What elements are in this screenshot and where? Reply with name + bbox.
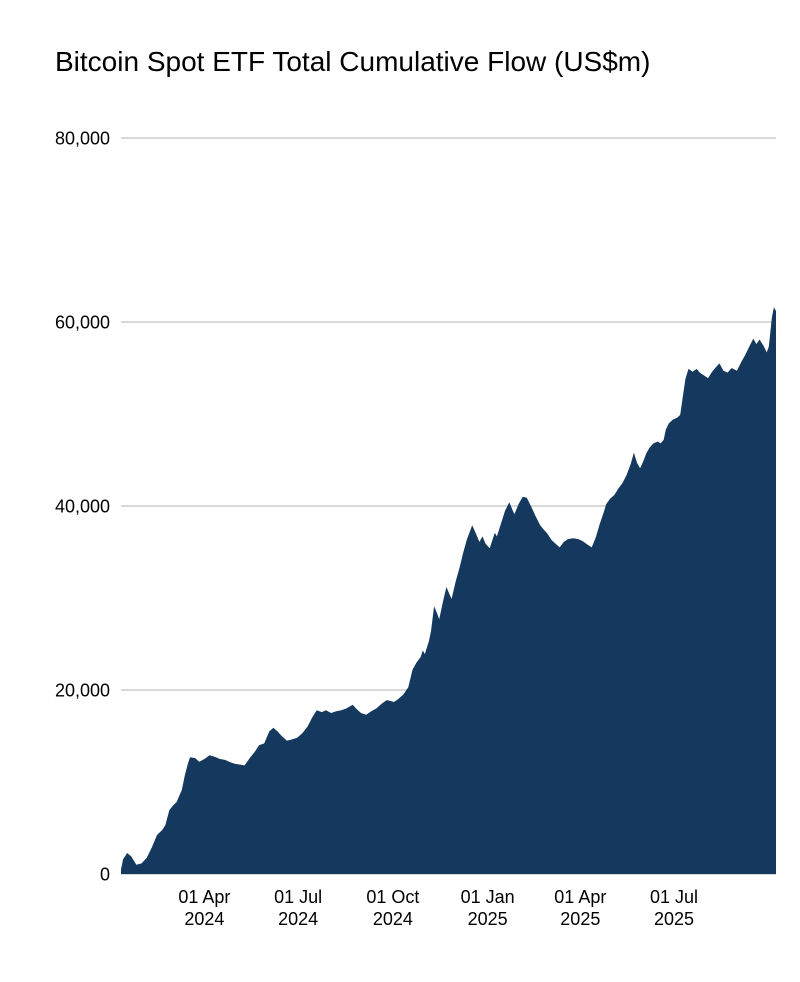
y-axis-labels: 80,000 60,000 40,000 20,000 0 [55, 129, 110, 885]
y-axis-tick-label: 40,000 [55, 497, 110, 517]
x-axis-tick-label: 01 Apr 2025 [554, 887, 606, 929]
x-axis-tick-label: 01 Jul 2024 [274, 887, 322, 929]
y-axis-tick-label: 60,000 [55, 313, 110, 333]
area-series-total-cumulative-flow [121, 307, 776, 874]
y-axis-tick-label: 0 [100, 865, 110, 885]
y-axis-tick-label: 20,000 [55, 681, 110, 701]
x-axis-labels: 01 Apr 2024 01 Jul 2024 01 Oct 2024 01 Jan 2025… [178, 887, 698, 929]
x-axis-tick-label: 01 Jul 2025 [650, 887, 698, 929]
y-axis-tick-label: 80,000 [55, 129, 110, 149]
area-series-layer [121, 307, 776, 874]
x-axis-tick-label: 01 Oct 2024 [366, 887, 419, 929]
x-axis-tick-label: 01 Jan 2025 [461, 887, 515, 929]
x-axis-tick-label: 01 Apr 2024 [178, 887, 230, 929]
chart-title: Bitcoin Spot ETF Total Cumulative Flow (… [55, 46, 651, 77]
